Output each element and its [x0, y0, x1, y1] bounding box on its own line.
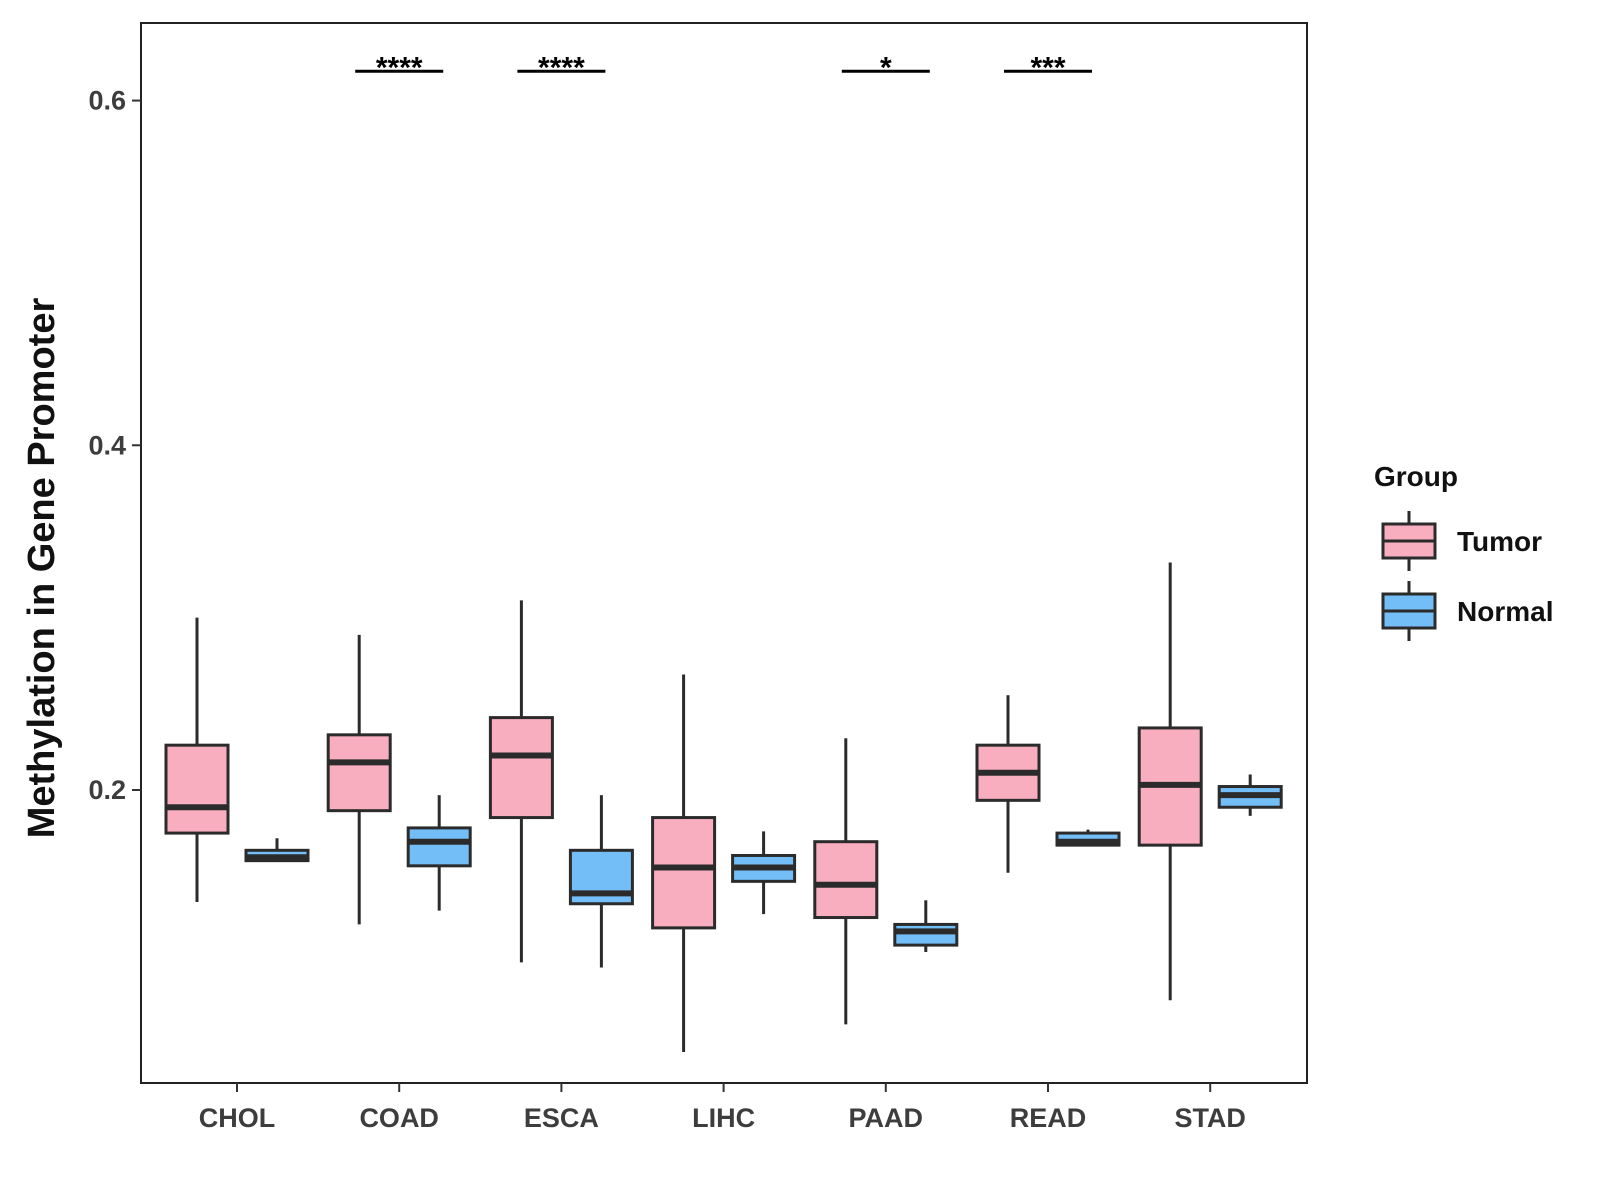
legend-key-tumor	[1381, 511, 1437, 571]
tumor-box	[488, 600, 554, 963]
normal-box	[731, 831, 797, 915]
x-tick-label: STAD	[1174, 1103, 1246, 1133]
x-tick-label: ESCA	[524, 1103, 599, 1133]
significance-annotations: **** **** * ***	[355, 51, 1092, 84]
x-tick-label: LIHC	[692, 1103, 755, 1133]
y-tick-label: 0.4	[88, 430, 126, 460]
y-tick-label: 0.6	[88, 86, 126, 116]
tumor-box	[813, 738, 879, 1025]
legend-title: Group	[1374, 461, 1458, 492]
plot-panel	[140, 22, 1308, 1084]
significance-label: ****	[538, 51, 585, 84]
box-body	[164, 743, 230, 835]
tumor-box	[326, 634, 392, 925]
x-tick-label: COAD	[359, 1103, 439, 1133]
legend-label-normal: Normal	[1457, 596, 1553, 627]
normal-box	[244, 838, 310, 863]
significance-label: ***	[1030, 51, 1065, 84]
box-series	[164, 562, 1283, 1052]
normal-box	[1217, 774, 1283, 816]
y-axis: 0.2 0.4 0.6	[88, 86, 141, 805]
series-normal	[244, 774, 1283, 968]
normal-box	[893, 900, 959, 953]
box-body	[406, 826, 472, 868]
box-body	[326, 733, 392, 813]
normal-box	[406, 795, 472, 911]
tumor-box	[1137, 562, 1203, 1001]
series-tumor	[164, 562, 1203, 1052]
significance-label: *	[880, 51, 892, 84]
significance-label: ****	[376, 51, 423, 84]
legend: Group Tumor Normal	[1374, 461, 1553, 641]
x-tick-label: PAAD	[849, 1103, 924, 1133]
y-tick-label: 0.2	[88, 775, 126, 805]
box-body	[893, 922, 959, 947]
legend-label-tumor: Tumor	[1457, 526, 1542, 557]
box-body	[488, 716, 554, 820]
x-tick-label: CHOL	[199, 1103, 276, 1133]
legend-key-normal	[1381, 581, 1437, 641]
tumor-box	[975, 695, 1041, 873]
y-axis-title: Methylation in Gene Promoter	[21, 298, 63, 839]
x-axis: CHOL COAD ESCA LIHC PAAD READ STAD	[199, 1083, 1246, 1133]
box-body	[813, 840, 879, 920]
normal-box	[1055, 829, 1121, 847]
x-tick-label: READ	[1010, 1103, 1087, 1133]
box-body	[651, 816, 717, 930]
tumor-box	[651, 674, 717, 1052]
normal-box	[568, 795, 634, 968]
tumor-box	[164, 617, 230, 903]
